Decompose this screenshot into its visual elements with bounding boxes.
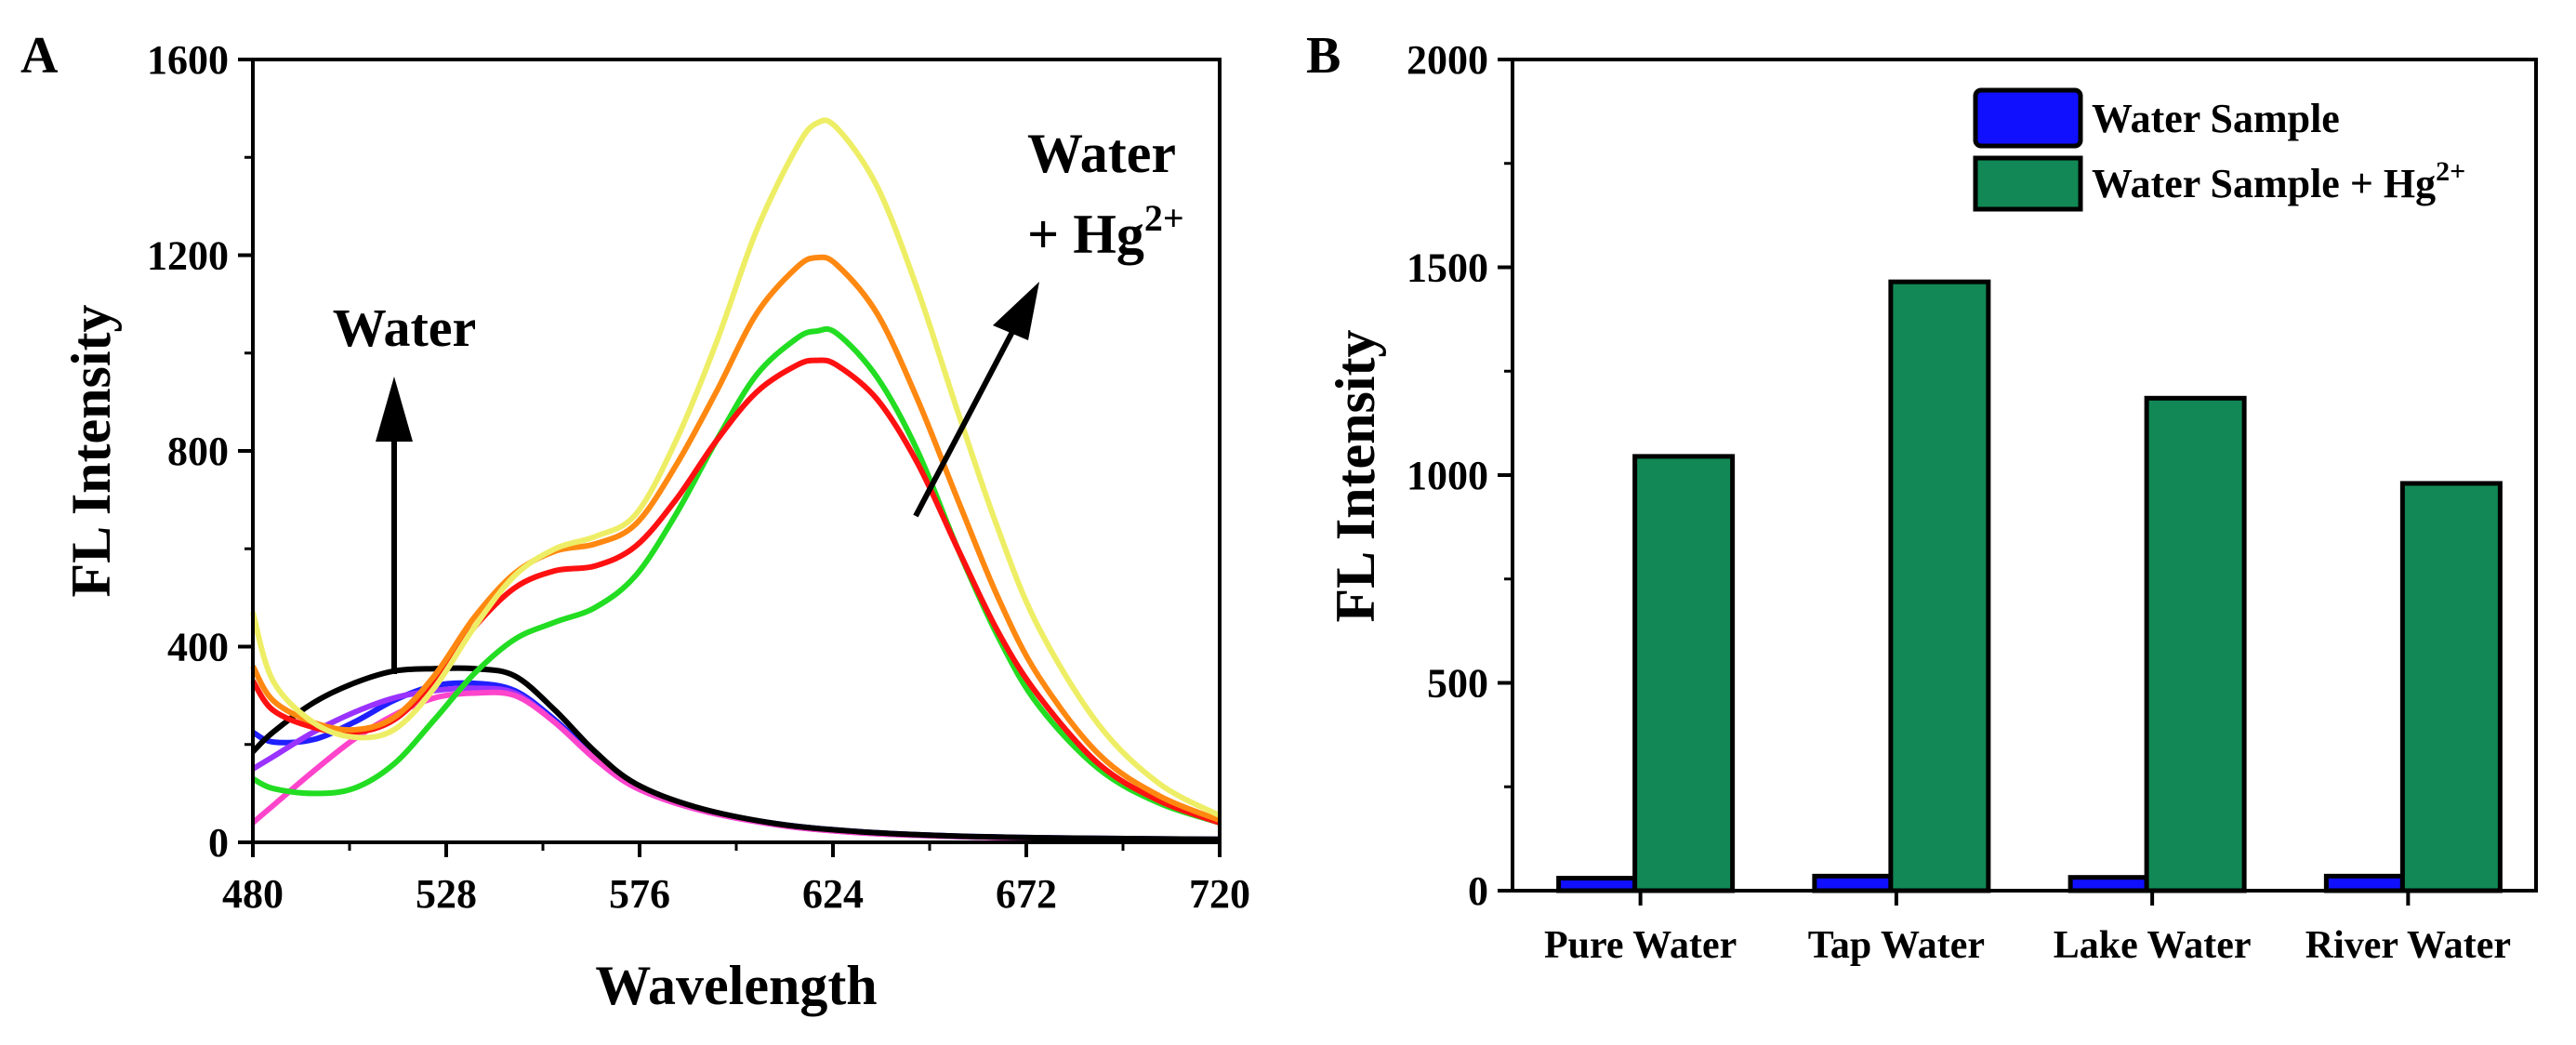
- a-x-tick-label: 528: [416, 871, 477, 917]
- panel-b-ticks: Pure Water Tap Water Lake Water River Water…: [1407, 37, 2511, 967]
- legend-label-hg-superscript: 2+: [2436, 156, 2465, 187]
- panel-a: A 480 528 576 624 672 720 0 400 800 1200 1600 Wave…: [20, 27, 1250, 1016]
- a-y-tick-label: 0: [208, 820, 229, 866]
- b-y-tick-label: 2000: [1407, 37, 1488, 83]
- spectrum-line-black: [250, 665, 1221, 842]
- water-hg-annotation-superscript: 2+: [1144, 197, 1184, 239]
- panel-a-x-axis-label: Wavelength: [595, 955, 877, 1016]
- a-x-tick-label: 624: [802, 871, 864, 917]
- legend-swatch-water-sample: [1973, 87, 2083, 149]
- a-y-tick-label: 800: [167, 429, 229, 474]
- legend-label-water-sample-hg: Water Sample + Hg2+: [2092, 156, 2465, 206]
- legend-label-water-sample-hg-text: Water Sample + Hg: [2092, 161, 2436, 206]
- bar-water-sample-hg-lake-water: [2144, 395, 2247, 893]
- panel-a-y-axis-label: FL Intensity: [60, 304, 122, 597]
- a-x-tick-label: 480: [222, 871, 284, 917]
- spectrum-line-yellow: [250, 117, 1222, 818]
- b-y-tick-label: 500: [1427, 661, 1488, 707]
- a-x-tick-label: 576: [609, 871, 670, 917]
- panel-b-legend: Water Sample Water Sample + Hg2+: [1973, 87, 2465, 212]
- water-hg-annotation-line1: Water: [1027, 123, 1176, 184]
- panel-b-label: B: [1306, 27, 1341, 85]
- b-y-tick-label: 0: [1468, 868, 1488, 914]
- bar-water-sample-pure-water: [1556, 876, 1638, 893]
- a-y-tick-label: 400: [167, 625, 229, 670]
- bar-water-sample-hg-pure-water: [1632, 454, 1736, 893]
- bar-water-sample-hg-river-water: [2399, 481, 2503, 893]
- a-y-tick-label: 1600: [147, 37, 229, 83]
- b-x-tick-label: River Water: [2305, 924, 2511, 967]
- water-arrow-head: [376, 377, 413, 442]
- b-y-tick-label: 1500: [1407, 245, 1488, 291]
- spectrum-line-orange: [250, 254, 1222, 824]
- spectrum-line-green: [251, 325, 1221, 826]
- bar-water-sample-tap-water: [1812, 873, 1894, 893]
- water-hg-annotation-text: + Hg: [1027, 204, 1144, 265]
- a-y-tick-label: 1200: [147, 233, 229, 279]
- a-x-tick-label: 672: [996, 871, 1057, 917]
- panel-a-series: [250, 117, 1222, 843]
- b-x-tick-label: Lake Water: [2054, 924, 2252, 967]
- bar-water-sample-hg-tap-water: [1888, 279, 1991, 893]
- water-hg-arrow-shaft: [913, 328, 1016, 518]
- b-x-tick-label: Tap Water: [1808, 924, 1985, 967]
- panel-b-y-axis-label: FL Intensity: [1325, 329, 1386, 622]
- a-x-tick-label: 720: [1189, 871, 1250, 917]
- water-hg-arrow-head: [993, 282, 1039, 340]
- water-annotation: Water: [333, 298, 477, 358]
- water-hg-annotation-line2: + Hg2+: [1027, 197, 1184, 265]
- legend-swatch-water-sample-hg: [1973, 155, 2083, 212]
- b-x-tick-label: Pure Water: [1544, 924, 1737, 967]
- panel-a-label: A: [20, 27, 59, 85]
- b-y-tick-label: 1000: [1407, 453, 1488, 498]
- bar-water-sample-river-water: [2323, 873, 2405, 893]
- bar-water-sample-lake-water: [2067, 875, 2149, 893]
- panel-a-ticks: 480 528 576 624 672 720 0 400 800 1200 1600: [147, 37, 1250, 917]
- panel-b-bars: [1556, 279, 2503, 893]
- panel-b: B Pure Water Tap Water Lake Water River Wat…: [1306, 27, 2538, 967]
- legend-label-water-sample: Water Sample: [2092, 96, 2340, 141]
